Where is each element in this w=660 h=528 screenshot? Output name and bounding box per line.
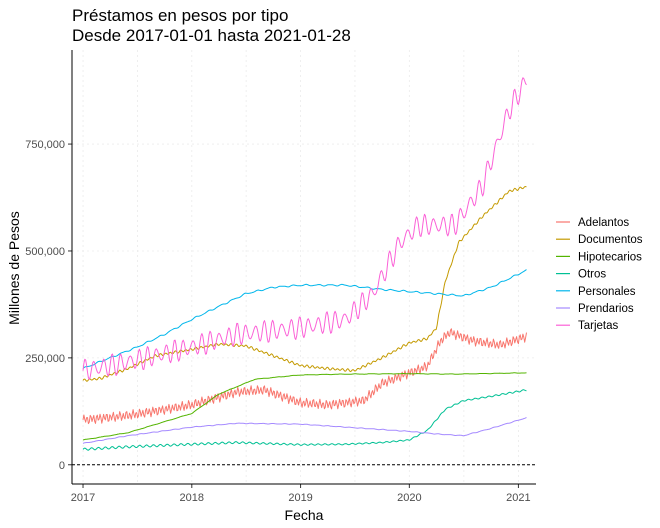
x-tick-label: 2021 xyxy=(506,492,530,504)
legend-label-tarjetas: Tarjetas xyxy=(578,320,619,332)
series-line-prendarios xyxy=(82,417,527,444)
legend-label-prendarios: Prendarios xyxy=(578,303,634,315)
y-tick-label: 0 xyxy=(59,460,65,472)
x-tick-label: 2018 xyxy=(180,492,204,504)
series-line-hipotecarios xyxy=(82,372,527,441)
grid xyxy=(72,50,536,484)
legend-label-personales: Personales xyxy=(578,286,636,298)
axes: 2017 2018 2019 2020 2021 0 250,000 500,000 750,0… xyxy=(25,50,536,504)
x-tick-label: 2019 xyxy=(288,492,312,504)
legend: Adelantos Documentos Hipotecarios Otros Pers… xyxy=(556,217,643,332)
series-line-documentos xyxy=(82,186,527,382)
legend-label-hipotecarios: Hipotecarios xyxy=(578,251,642,263)
series-lines xyxy=(82,77,527,451)
y-tick-label: 750,000 xyxy=(25,139,65,151)
chart-title: Préstamos en pesos por tipo xyxy=(72,6,288,25)
series-line-tarjetas xyxy=(82,77,527,380)
x-tick-label: 2017 xyxy=(71,492,95,504)
chart-subtitle: Desde 2017-01-01 hasta 2021-01-28 xyxy=(72,26,351,45)
y-tick-label: 500,000 xyxy=(25,246,65,258)
series-line-otros xyxy=(82,389,527,451)
y-tick-label: 250,000 xyxy=(25,353,65,365)
y-axis-title: Millones de Pesos xyxy=(6,211,22,325)
x-tick-label: 2020 xyxy=(397,492,421,504)
legend-label-documentos: Documentos xyxy=(578,234,643,246)
legend-label-otros: Otros xyxy=(578,269,606,281)
series-line-personales xyxy=(82,269,527,369)
series-line-adelantos xyxy=(82,328,527,425)
x-axis-title: Fecha xyxy=(285,507,324,523)
legend-label-adelantos: Adelantos xyxy=(578,217,629,229)
